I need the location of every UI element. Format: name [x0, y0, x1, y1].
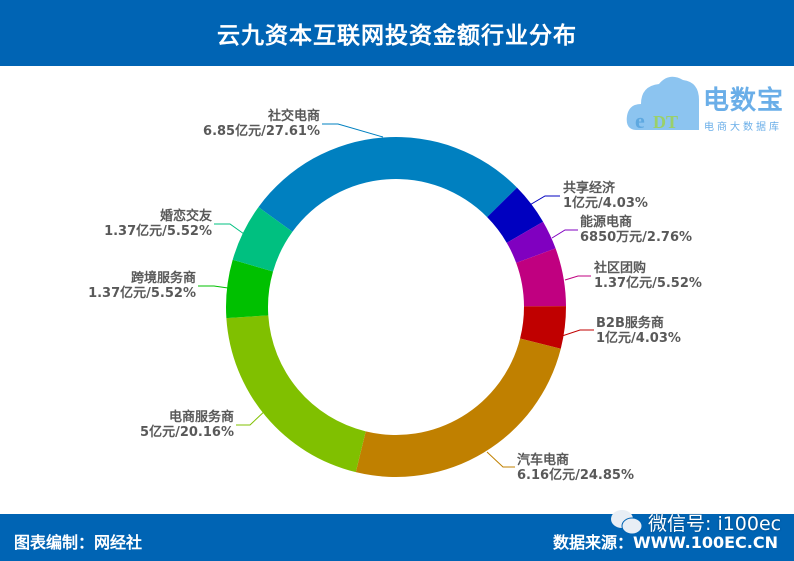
slice-name-label: 电商服务商 — [169, 409, 234, 425]
leader-line — [527, 195, 560, 207]
leader-line — [551, 229, 578, 239]
logo-text: 电数宝 — [703, 86, 785, 116]
slice-value-label: 1亿元/4.03% — [563, 195, 648, 211]
donut-slice — [520, 306, 566, 349]
svg-text:DT: DT — [653, 112, 678, 132]
slice-value-label: 1.37亿元/5.52% — [594, 275, 702, 291]
leader-line — [214, 223, 245, 235]
donut-slice — [258, 137, 518, 232]
footer-compiler: 图表编制：网经社 — [14, 533, 143, 552]
wechat-watermark: 微信号: i100ec — [610, 508, 781, 536]
slice-value-label: 1亿元/4.03% — [596, 330, 681, 346]
leader-line — [198, 285, 229, 289]
slice-name-label: 跨境服务商 — [131, 270, 196, 286]
leader-line — [486, 451, 515, 468]
slice-name-label: 共享经济 — [563, 180, 616, 196]
donut-slice — [226, 315, 366, 473]
logo: e DT 电数宝 电商大数据库 — [625, 70, 790, 140]
donut-slice — [487, 187, 544, 243]
slice-value-label: 5亿元/20.16% — [140, 424, 234, 440]
footer-source: 数据来源：WWW.100EC.CN — [552, 533, 778, 552]
slice-value-label: 6.85亿元/27.61% — [203, 123, 320, 139]
donut-slice — [355, 338, 561, 478]
donut-slice — [226, 259, 274, 319]
chart-title: 云九资本互联网投资金额行业分布 — [217, 23, 577, 49]
wechat-id: 微信号: i100ec — [648, 512, 782, 535]
slice-value-label: 6850万元/2.76% — [580, 230, 692, 245]
slice-name-label: 社交电商 — [267, 108, 320, 124]
wechat-icon — [611, 510, 643, 535]
leader-line — [564, 275, 591, 281]
slice-name-label: 能源电商 — [580, 214, 632, 230]
leader-line — [236, 407, 269, 426]
header-bar: 云九资本互联网投资金额行业分布 — [0, 0, 794, 66]
slice-name-label: 婚恋交友 — [160, 208, 212, 224]
leader-line — [322, 123, 384, 138]
slice-name-label: 汽车电商 — [517, 452, 569, 468]
donut-slice — [506, 221, 556, 263]
slice-value-label: 1.37亿元/5.52% — [88, 285, 196, 301]
donut-slice — [516, 248, 566, 307]
slice-value-label: 6.16亿元/24.85% — [517, 467, 634, 483]
slice-name-label: B2B服务商 — [596, 315, 664, 331]
slice-value-label: 1.37亿元/5.52% — [104, 223, 212, 239]
slice-name-label: 社区团购 — [593, 260, 646, 276]
cloud-logo-icon: e DT — [626, 76, 699, 133]
logo-subtext: 电商大数据库 — [704, 122, 782, 133]
svg-text:e: e — [635, 108, 645, 133]
footer-bar: 图表编制：网经社 数据来源：WWW.100EC.CN — [0, 514, 794, 561]
donut-slice — [232, 207, 293, 272]
leader-line — [561, 329, 594, 337]
